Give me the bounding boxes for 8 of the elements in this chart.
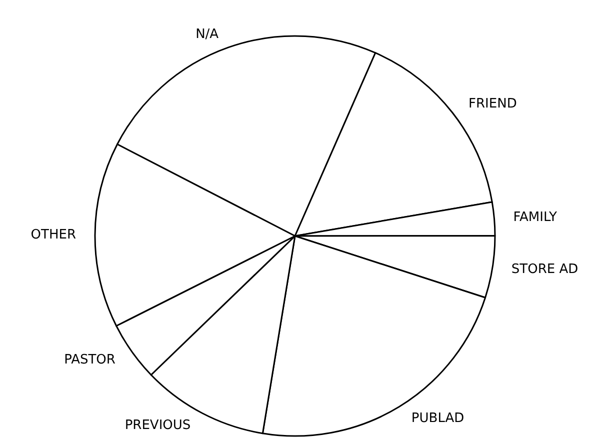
slice-label: PASTOR <box>64 352 116 368</box>
slice-label: PREVIOUS <box>124 418 191 434</box>
slice-label: FAMILY <box>513 210 557 226</box>
slice-label: N/A <box>196 26 219 42</box>
slice-label: PUBLAD <box>411 411 464 426</box>
slice-label: STORE AD <box>511 262 578 277</box>
slice-label: FRIEND <box>468 96 517 112</box>
slice-label: OTHER <box>30 227 76 242</box>
